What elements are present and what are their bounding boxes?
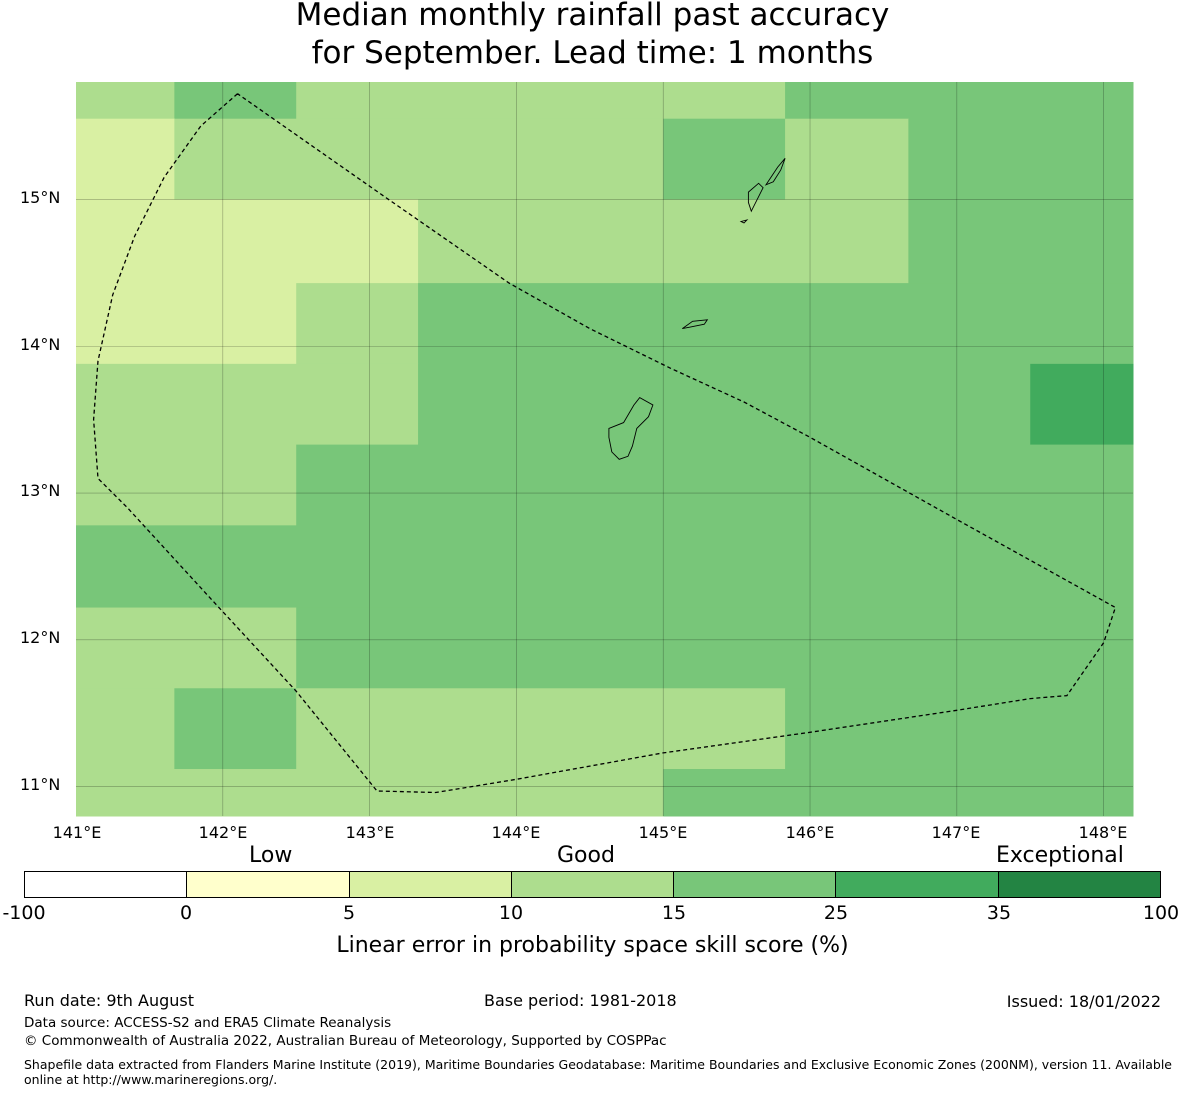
lon-label-148e: 148°E bbox=[1078, 823, 1128, 842]
grid-cell bbox=[296, 607, 1134, 689]
island-outline bbox=[739, 219, 749, 224]
lon-label-144e: 144°E bbox=[491, 823, 541, 842]
grid-cell bbox=[296, 283, 419, 365]
lon-label-142e: 142°E bbox=[198, 823, 248, 842]
colorbar bbox=[24, 871, 1161, 898]
graticule bbox=[76, 82, 1133, 816]
grid-cell bbox=[76, 769, 664, 817]
colorbar-tick: 25 bbox=[823, 902, 849, 924]
legend-category-good: Good bbox=[557, 843, 615, 868]
colorbar-swatch bbox=[835, 871, 999, 898]
grid-cell bbox=[785, 688, 1134, 770]
grid-cell bbox=[174, 688, 297, 770]
colorbar-swatch bbox=[348, 871, 512, 898]
island-outline bbox=[764, 158, 786, 186]
colorbar-tick: 35 bbox=[986, 902, 1012, 924]
lon-label-141e: 141°E bbox=[52, 823, 102, 842]
grid-cell bbox=[174, 82, 297, 120]
eez-boundary bbox=[92, 93, 1117, 794]
colorbar-tick: 10 bbox=[498, 902, 524, 924]
colorbar-tick: 0 bbox=[179, 902, 193, 924]
colorbar-swatch bbox=[186, 871, 350, 898]
grid-cell bbox=[785, 118, 909, 200]
grid-cell bbox=[76, 688, 175, 770]
colorbar-swatch bbox=[997, 871, 1161, 898]
grid-cell bbox=[76, 525, 1134, 609]
colorbar-swatch bbox=[510, 871, 675, 898]
grid-cell bbox=[908, 199, 1134, 284]
colorbar-swatch bbox=[673, 871, 837, 898]
grid-cell bbox=[663, 118, 786, 200]
lat-label-15n: 15°N bbox=[20, 188, 61, 207]
island-outline bbox=[682, 319, 709, 330]
title-line-1: Median monthly rainfall past accuracy bbox=[295, 0, 890, 33]
lon-label-145e: 145°E bbox=[638, 823, 688, 842]
colorbar-title: Linear error in probability space skill … bbox=[336, 933, 849, 958]
grid-cell bbox=[76, 82, 175, 120]
grid-cells bbox=[76, 82, 1134, 817]
grid-cell bbox=[296, 688, 786, 770]
grid-cell bbox=[76, 283, 297, 365]
grid-cell bbox=[1030, 363, 1134, 446]
islands bbox=[608, 158, 786, 460]
copyright: © Commonwealth of Australia 2022, Austra… bbox=[24, 1033, 667, 1049]
colorbar-tick: 5 bbox=[342, 902, 356, 924]
grid-cell bbox=[785, 82, 1134, 120]
grid-cell bbox=[174, 118, 664, 200]
grid-cell bbox=[76, 118, 175, 200]
colorbar-tick: 15 bbox=[661, 902, 687, 924]
data-source: Data source: ACCESS-S2 and ERA5 Climate … bbox=[24, 1015, 392, 1031]
title-line-2: for September. Lead time: 1 months bbox=[311, 35, 874, 71]
colorbar-tick: 100 bbox=[1142, 902, 1180, 924]
colorbar-tick: -100 bbox=[2, 902, 46, 924]
colorbar-swatch bbox=[24, 871, 188, 898]
lon-label-146e: 146°E bbox=[785, 823, 835, 842]
eez-boundary-line bbox=[92, 93, 1117, 794]
island-outline bbox=[608, 397, 654, 460]
grid-cell bbox=[296, 444, 1134, 526]
lon-label-143e: 143°E bbox=[345, 823, 395, 842]
legend-category-low: Low bbox=[249, 843, 293, 868]
grid-cell bbox=[663, 82, 786, 120]
grid-cell bbox=[908, 118, 1134, 200]
grid-cell bbox=[296, 82, 664, 120]
lat-label-11n: 11°N bbox=[20, 775, 61, 794]
grid-cell bbox=[418, 199, 909, 284]
grid-cell bbox=[418, 363, 1031, 446]
shapefile-credit: Shapefile data extracted from Flanders M… bbox=[24, 1057, 1172, 1087]
base-period: Base period: 1981-2018 bbox=[484, 991, 677, 1010]
lat-label-14n: 14°N bbox=[20, 335, 61, 354]
island-outline bbox=[747, 182, 764, 213]
issued-date: Issued: 18/01/2022 bbox=[1006, 992, 1161, 1011]
legend-category-exceptional: Exceptional bbox=[996, 843, 1124, 868]
grid-cell bbox=[76, 363, 419, 446]
run-date: Run date: 9th August bbox=[24, 991, 194, 1010]
grid-cell bbox=[76, 607, 297, 689]
skill-score-map bbox=[76, 82, 1134, 817]
grid-cell bbox=[76, 199, 419, 284]
grid-cell bbox=[663, 769, 1134, 817]
grid-cell bbox=[76, 444, 297, 526]
chart-title: Median monthly rainfall past accuracy fo… bbox=[0, 0, 1185, 72]
grid-cell bbox=[418, 283, 1134, 365]
lon-label-147e: 147°E bbox=[931, 823, 981, 842]
lat-label-13n: 13°N bbox=[20, 481, 61, 500]
lat-label-12n: 12°N bbox=[20, 628, 61, 647]
